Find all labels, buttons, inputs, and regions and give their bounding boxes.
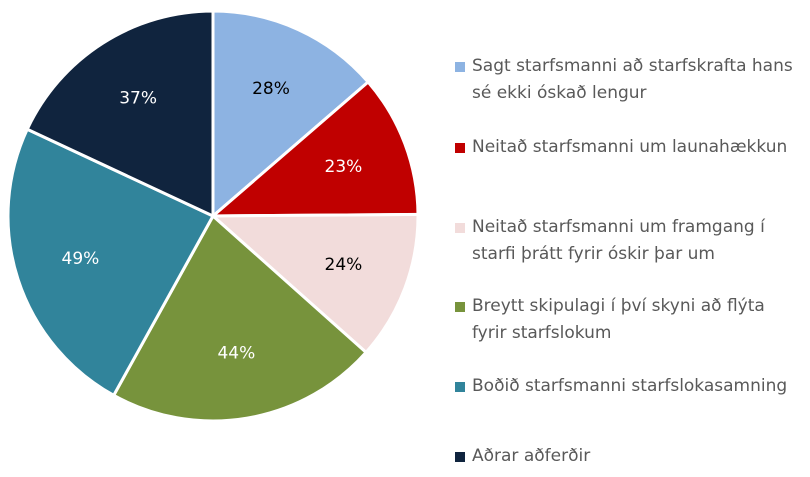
pie-slice <box>111 213 369 423</box>
legend-item: Neitað starfsmanni um launahækkun <box>455 134 800 161</box>
data-label: 24% <box>325 255 363 275</box>
legend-label: Breytt skipulagi í því skyni að flýta fy… <box>472 296 765 343</box>
legend-item: Sagt starfsmanni að starfskrafta hans sé… <box>455 53 800 107</box>
legend-label: Sagt starfsmanni að starfskrafta hans sé… <box>472 56 793 103</box>
legend-swatch <box>455 223 465 233</box>
data-label: 49% <box>62 249 100 269</box>
legend-swatch <box>455 452 465 462</box>
legend-swatch <box>455 382 465 392</box>
chart: 28% 23% 24% 44% 49% 37% <box>6 9 420 423</box>
data-label: 44% <box>217 343 255 363</box>
pie-slice <box>211 9 371 220</box>
legend-swatch <box>455 62 465 72</box>
legend-label: Boðið starfsmanni starfslokasamning <box>472 376 788 396</box>
data-label: 23% <box>325 157 363 177</box>
legend-item: Aðrar aðferðir <box>455 443 800 470</box>
legend-label: Aðrar aðferðir <box>472 446 591 466</box>
legend-swatch <box>455 143 465 153</box>
legend-item: Neitað starfsmanni um framgang í starfi … <box>455 214 800 268</box>
pie-slice <box>209 212 420 355</box>
data-label: 37% <box>119 88 157 108</box>
pie-slice <box>208 79 420 218</box>
legend-label: Neitað starfsmanni um framgang í starfi … <box>472 217 765 264</box>
legend-item: Boðið starfsmanni starfslokasamning <box>455 373 800 400</box>
pie-slice <box>6 127 216 398</box>
legend-item: Breytt skipulagi í því skyni að flýta fy… <box>455 293 800 347</box>
legend-swatch <box>455 302 465 312</box>
data-label: 28% <box>252 79 290 99</box>
pie-slice <box>25 9 215 219</box>
legend-label: Neitað starfsmanni um launahækkun <box>472 137 788 157</box>
